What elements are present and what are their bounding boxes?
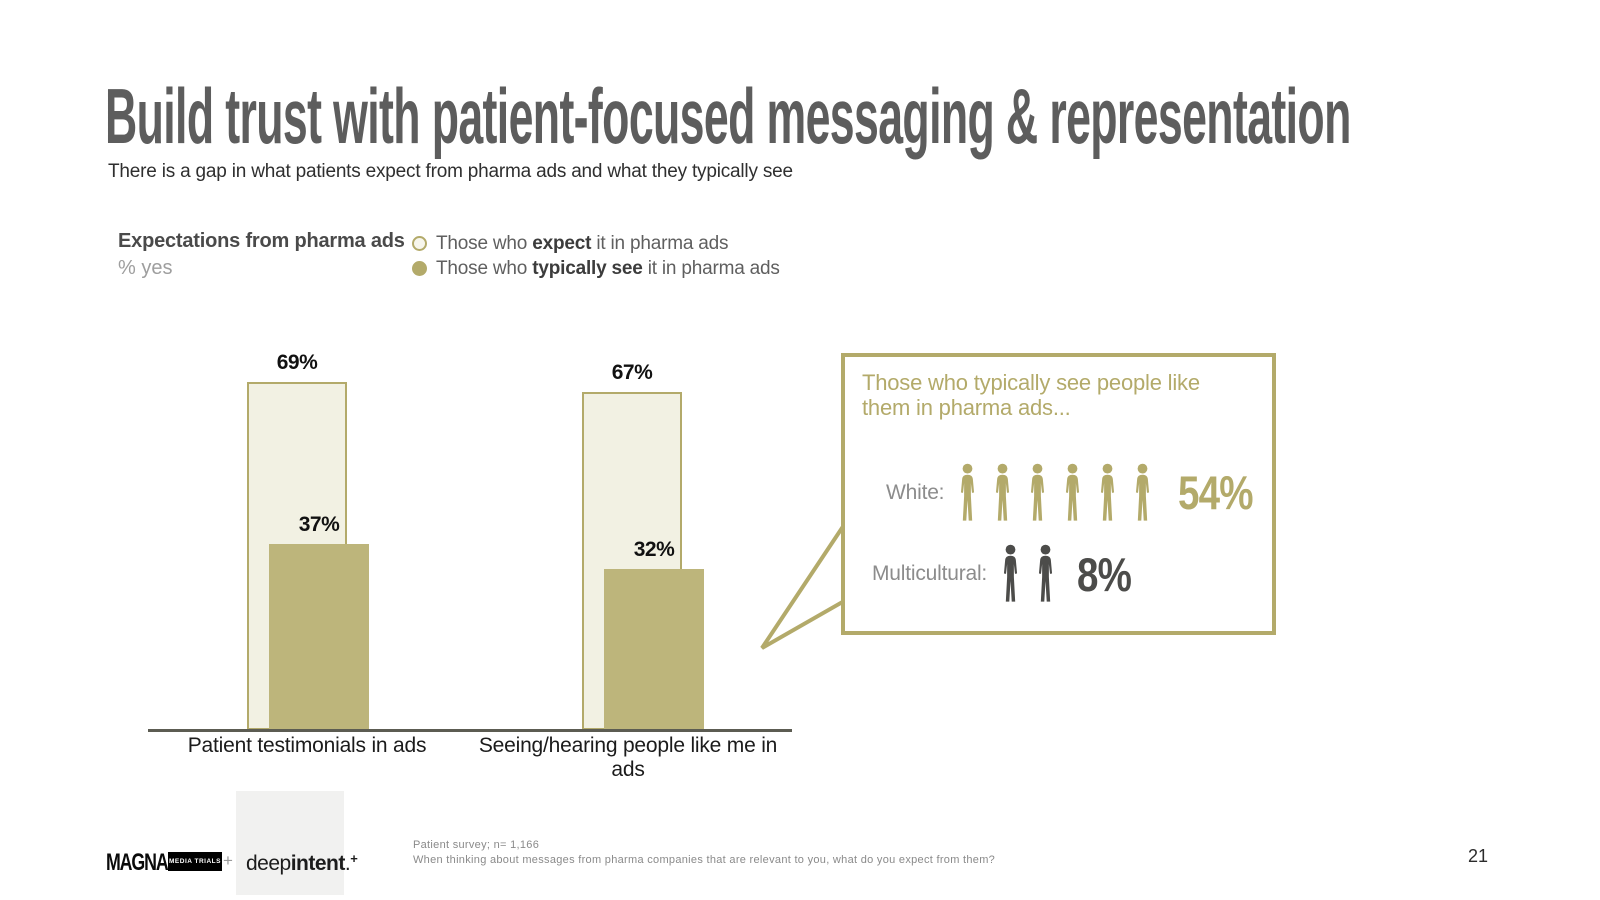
person-icon xyxy=(1004,544,1018,602)
chart-legend: Those who expect it in pharma ads Those … xyxy=(412,231,780,281)
category-label-1: Patient testimonials in ads xyxy=(187,734,427,757)
callout-row-multicultural: Multicultural: 8% xyxy=(872,540,1143,608)
bar-see-value-0: 37% xyxy=(298,513,340,536)
bar-see-value-1: 32% xyxy=(633,538,675,561)
magna-badge: MEDIA TRIALS xyxy=(168,852,222,871)
page-title: Build trust with patient-focused messagi… xyxy=(105,73,1351,161)
callout-title-line2: them in pharma ads... xyxy=(862,395,1071,420)
person-icon-group-white xyxy=(956,463,1154,523)
callout-title-line1: Those who typically see people like xyxy=(862,370,1200,395)
page-number: 21 xyxy=(1468,846,1489,866)
chart-heading: Expectations from pharma ads xyxy=(118,230,405,252)
legend-row-see: Those who typically see it in pharma ads xyxy=(412,256,780,281)
person-icon xyxy=(961,463,975,521)
person-icon xyxy=(1101,463,1115,521)
legend-label-see: Those who typically see it in pharma ads xyxy=(436,257,780,279)
magna-logo: MAGNA xyxy=(106,849,169,876)
bar-see-0 xyxy=(269,544,369,730)
callout-value-white: 54% xyxy=(1178,466,1254,519)
bar-see-1 xyxy=(604,569,704,730)
person-icon xyxy=(1066,463,1080,521)
callout-box: Those who typically see people like them… xyxy=(841,353,1276,635)
legend-label-expect: Those who expect it in pharma ads xyxy=(436,232,729,254)
deepintent-panel xyxy=(236,791,344,895)
callout-label-white: White: xyxy=(886,480,945,504)
person-icon xyxy=(1031,463,1045,521)
bar-expect-value-1: 67% xyxy=(611,361,653,384)
person-icon xyxy=(1136,463,1150,521)
deepintent-logo: deepintent.+ xyxy=(246,851,358,875)
footnote-line-1: Patient survey; n= 1,166 xyxy=(413,839,540,851)
x-axis-line xyxy=(148,729,792,732)
chart-subheading: % yes xyxy=(118,257,173,279)
bar-expect-value-0: 69% xyxy=(276,351,318,374)
footer-plus-sign: + xyxy=(223,851,233,870)
category-label-2: Seeing/hearing people like me in ads xyxy=(478,734,778,781)
callout-row-white: White: 54% xyxy=(886,455,1269,530)
person-icon xyxy=(996,463,1010,521)
legend-row-expect: Those who expect it in pharma ads xyxy=(412,231,780,256)
source-footnotes: Patient survey; n= 1,166 When thinking a… xyxy=(413,838,995,868)
person-icon xyxy=(1039,544,1053,602)
page-subtitle: There is a gap in what patients expect f… xyxy=(108,161,793,182)
footnote-line-2: When thinking about messages from pharma… xyxy=(413,854,996,866)
callout-label-multicultural: Multicultural: xyxy=(872,562,988,585)
person-icon-group-multicultural xyxy=(999,544,1057,604)
callout-value-multicultural: 8% xyxy=(1077,547,1132,601)
legend-marker-filled-icon xyxy=(412,261,427,276)
legend-marker-outline-icon xyxy=(412,236,427,251)
